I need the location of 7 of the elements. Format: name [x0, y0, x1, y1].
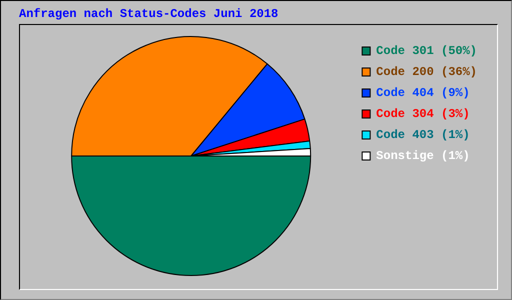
- chart-title: Anfragen nach Status-Codes Juni 2018: [19, 7, 278, 21]
- legend-label: Code 304 (3%): [376, 107, 470, 122]
- legend-label: Code 200 (36%): [376, 65, 478, 80]
- legend-label: Code 403 (1%): [376, 128, 470, 142]
- legend-label: Code 404 (9%): [376, 86, 470, 100]
- legend-label: Code 301 (50%): [376, 44, 478, 58]
- legend-label: Sonstige (1%): [376, 149, 470, 164]
